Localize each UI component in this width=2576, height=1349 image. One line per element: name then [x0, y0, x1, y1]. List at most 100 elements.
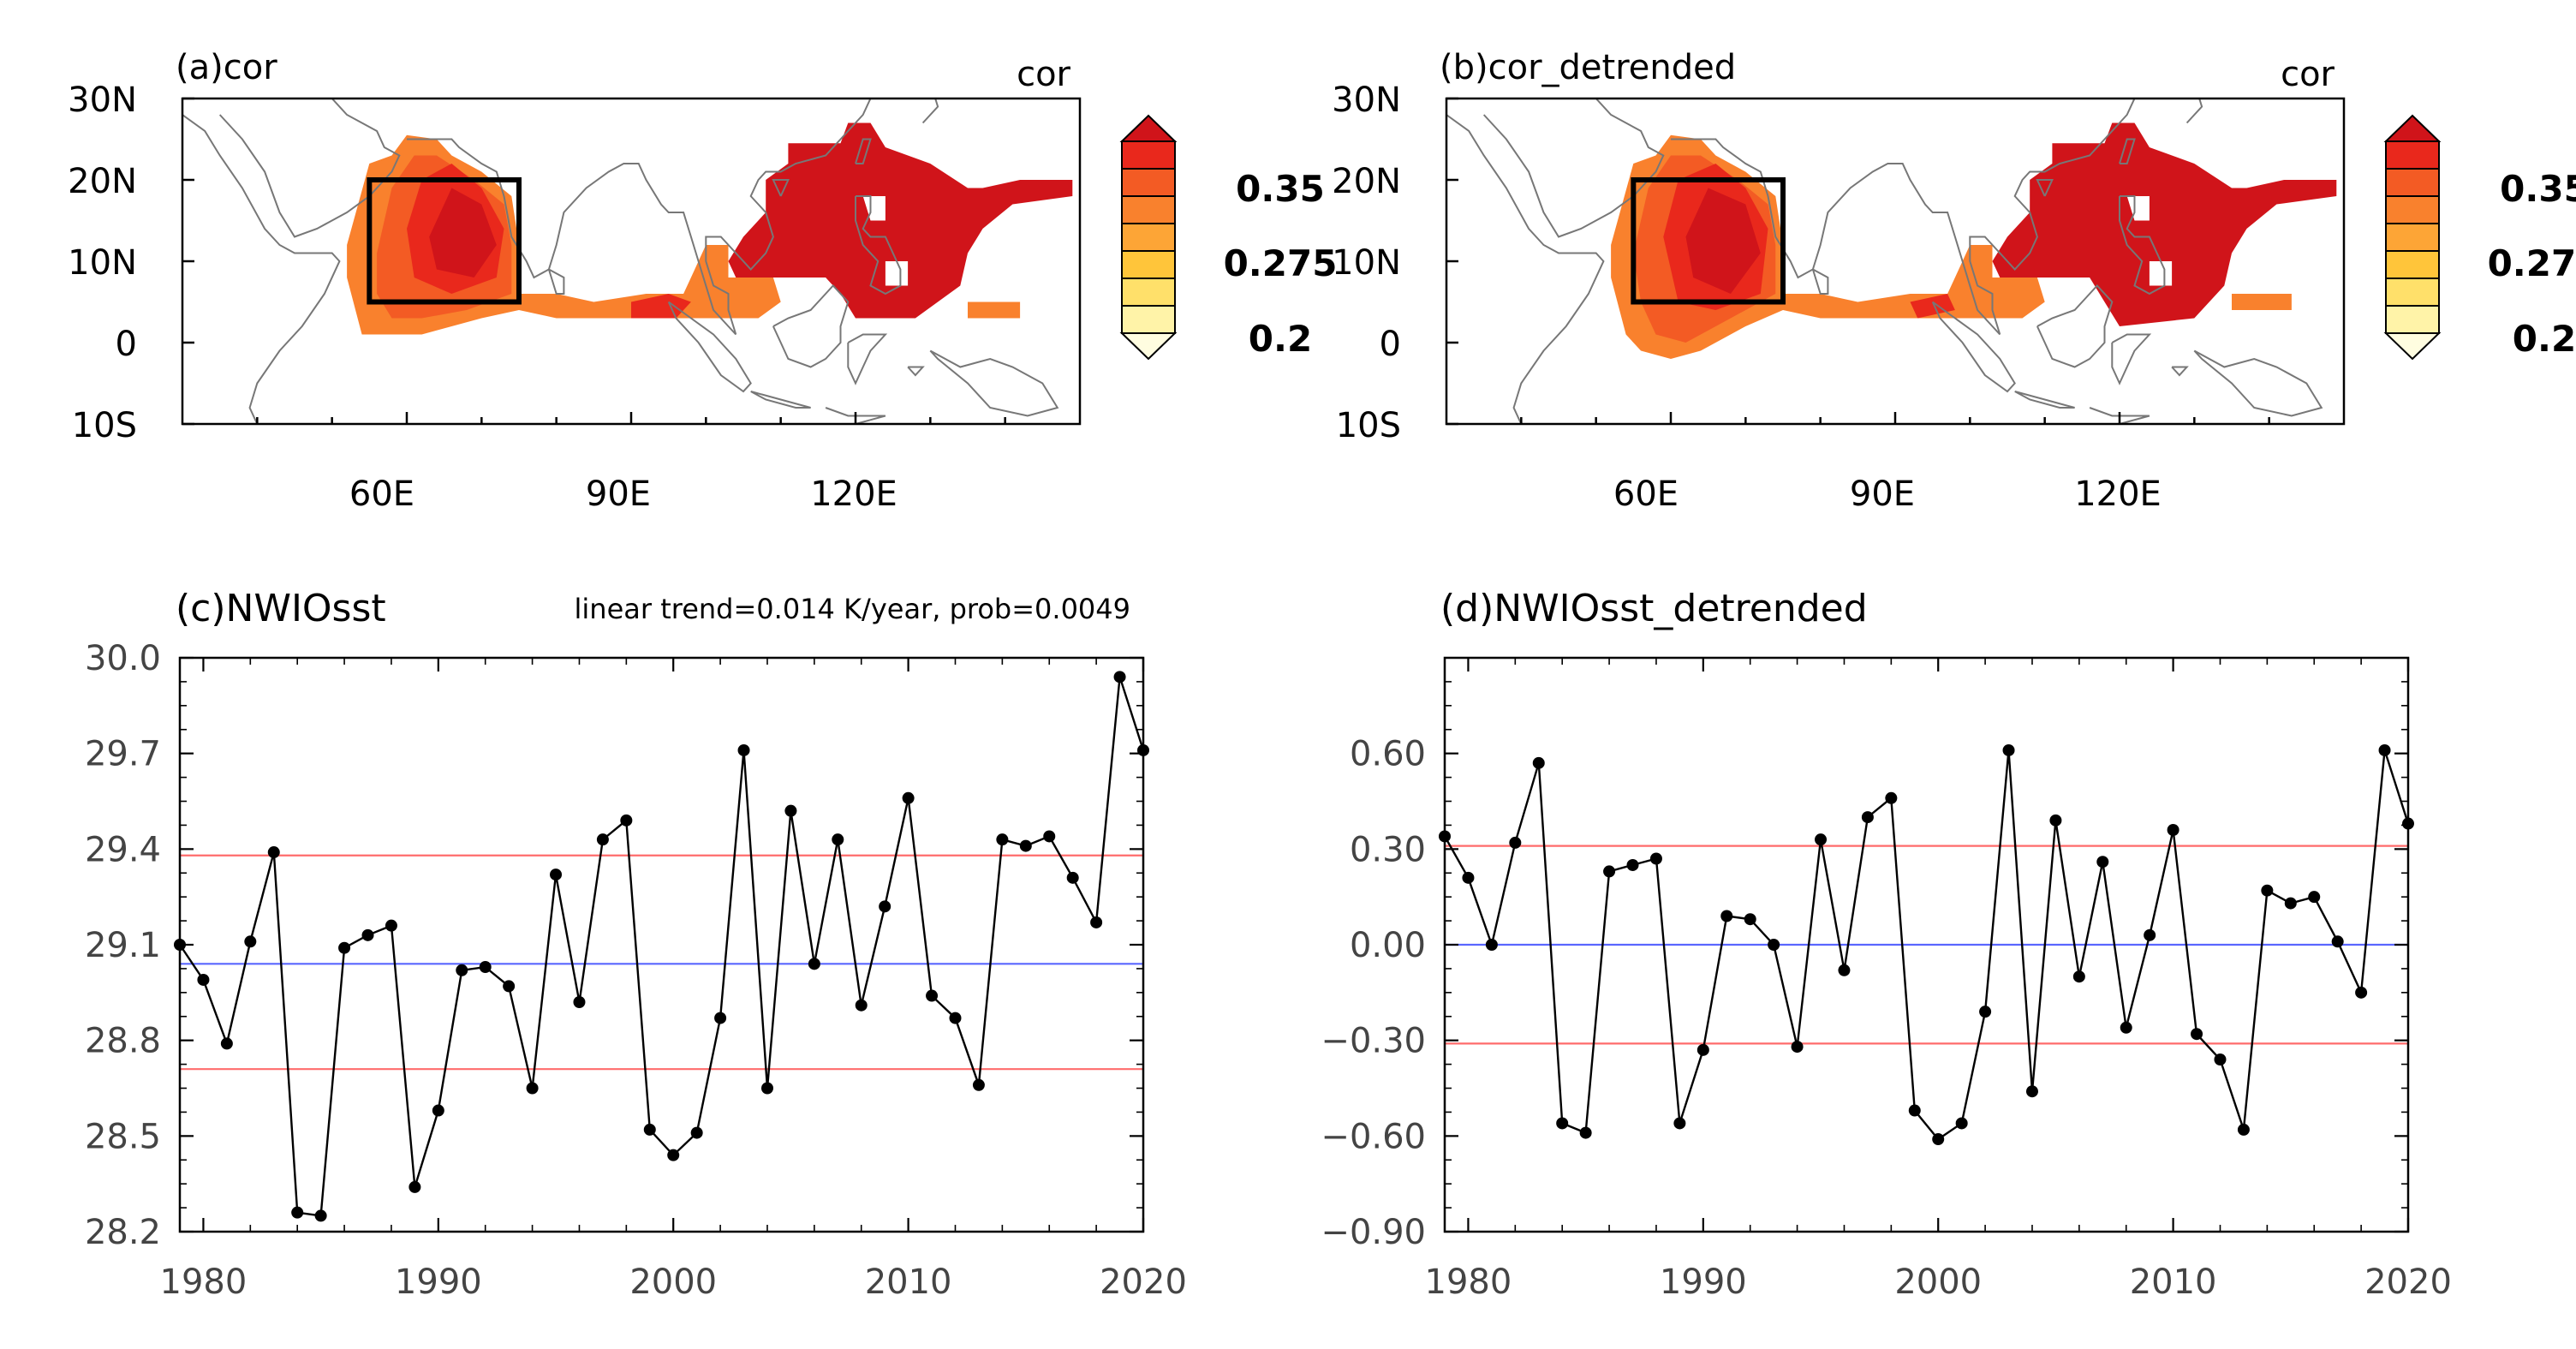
coastline-segment [750, 391, 811, 409]
coastline-segment [2089, 407, 2150, 424]
colorbar-box [2385, 305, 2440, 334]
data-point [667, 1149, 680, 1161]
plot-frame [178, 656, 1145, 1233]
correlation-field-b [1611, 122, 2337, 360]
data-point [361, 928, 374, 941]
colorbar-label: 0.275 [2488, 242, 2576, 284]
lat-tick-label: 0 [1380, 325, 1401, 364]
colorbar-label: 0.35 [1236, 168, 1325, 210]
data-point [832, 833, 844, 846]
colorbar-box [1121, 278, 1176, 307]
coastline-segment [2111, 333, 2152, 385]
data-point [573, 996, 586, 1008]
colorbar-box [2385, 223, 2440, 252]
data-point [338, 941, 351, 954]
coastline-segment [2036, 179, 2054, 197]
coastline-segment [1482, 98, 1665, 238]
data-point [1113, 671, 1126, 683]
map-panel-b: (b)cor_detrended cor 30N 20N 10N 0 10S 6… [1332, 48, 2576, 514]
coastline-segment [825, 407, 886, 424]
lat-tick-label: 20N [68, 162, 137, 201]
coastline-segment [2119, 195, 2166, 295]
colorbar-box [2385, 195, 2440, 224]
y-tick-label: 28.2 [85, 1213, 161, 1252]
panel-b-title: (b)cor_detrended [1440, 48, 1736, 87]
panel-c-title: (c)NWIOsst [176, 587, 386, 630]
data-point [2214, 1054, 2227, 1065]
x-tick-label: 1980 [1425, 1262, 1512, 1302]
correlation-contour [2149, 261, 2173, 286]
x-tick-label: 2010 [865, 1262, 952, 1302]
data-point [926, 989, 939, 1002]
coastline-segment [2036, 284, 2114, 368]
data-point [643, 1123, 656, 1136]
data-point [2025, 1085, 2038, 1098]
colorbar-label: 0.2 [1249, 318, 1312, 360]
data-point [1979, 1006, 1992, 1018]
lat-tick-label: 10N [1332, 243, 1401, 283]
colorbar-box [1121, 223, 1176, 252]
coastline-segment [929, 349, 1059, 417]
coastline-segment [705, 98, 872, 335]
colorbar-box [1121, 250, 1176, 279]
data-point [760, 1082, 773, 1095]
data-point [1090, 916, 1103, 928]
colorbar-box [1121, 140, 1176, 170]
coastline-segment [667, 301, 752, 393]
data-point [1673, 1117, 1686, 1130]
data-point [1768, 939, 1780, 951]
data-point [1579, 1126, 1592, 1139]
data-point [1485, 939, 1498, 951]
lat-axis-b: 30N 20N 10N 0 10S [1332, 81, 1401, 445]
data-point [2096, 856, 2109, 868]
lon-axis-a: 60E 90E 120E [349, 475, 897, 514]
correlation-contour [2126, 196, 2150, 221]
y-tick-label: 0.00 [1350, 926, 1426, 965]
lon-tick-label: 120E [810, 475, 897, 514]
panel-a-variable-label: cor [1017, 55, 1070, 94]
data-point [456, 964, 468, 976]
data-point [1626, 858, 1639, 871]
data-point [2002, 743, 2015, 756]
data-point [2237, 1123, 2250, 1136]
y-tick-label: 0.60 [1350, 735, 1426, 774]
coastline-segment [1446, 114, 1605, 424]
lat-tick-label: 30N [1332, 81, 1401, 120]
coastline-segment [407, 138, 737, 336]
data-point [1462, 871, 1475, 884]
timeseries-panel-c: (c)NWIOsst linear trend=0.014 K/year, pr… [85, 587, 1187, 1302]
data-point [220, 1037, 233, 1050]
data-point [1932, 1133, 1945, 1146]
colorbar-label: 0.35 [2500, 168, 2576, 210]
data-point [1908, 1104, 1921, 1117]
colorbar-bottom-arrow [1119, 332, 1178, 361]
coastline-segment [847, 333, 888, 385]
data-point [620, 814, 633, 827]
y-tick-label: −0.30 [1321, 1022, 1426, 1061]
data-point [784, 804, 797, 817]
data-point [291, 1206, 304, 1219]
panel-d-title: (d)NWIOsst_detrended [1440, 587, 1868, 630]
correlation-contour [1685, 188, 1761, 294]
plot-area-d: −0.90 −0.60 −0.30 0.00 0.30 0.60 1980 1990 2000 2… [1321, 656, 2452, 1302]
x-tick-label: 2000 [629, 1262, 717, 1302]
data-point [267, 846, 280, 859]
data-point [1885, 791, 1898, 804]
data-point [2167, 824, 2179, 836]
colorbar-bottom-arrow [2383, 332, 2442, 361]
correlation-contour [862, 196, 886, 221]
data-point [2191, 1028, 2203, 1041]
data-point [2261, 884, 2274, 897]
lat-tick-label: 20N [1332, 162, 1401, 201]
coastline-segment [1671, 138, 2001, 336]
colorbar-box [2385, 168, 2440, 197]
lon-tick-label: 90E [586, 475, 651, 514]
coastline-segment [921, 98, 939, 124]
x-tick-label: 2020 [1100, 1262, 1187, 1302]
data-point [432, 1104, 444, 1117]
map-panel-a: (a)cor cor 30N 20N 10N 0 10S 60E 90E 120… [68, 48, 1337, 514]
data-point [714, 1012, 727, 1024]
map-ticks [182, 97, 1006, 426]
data-point [902, 791, 915, 804]
